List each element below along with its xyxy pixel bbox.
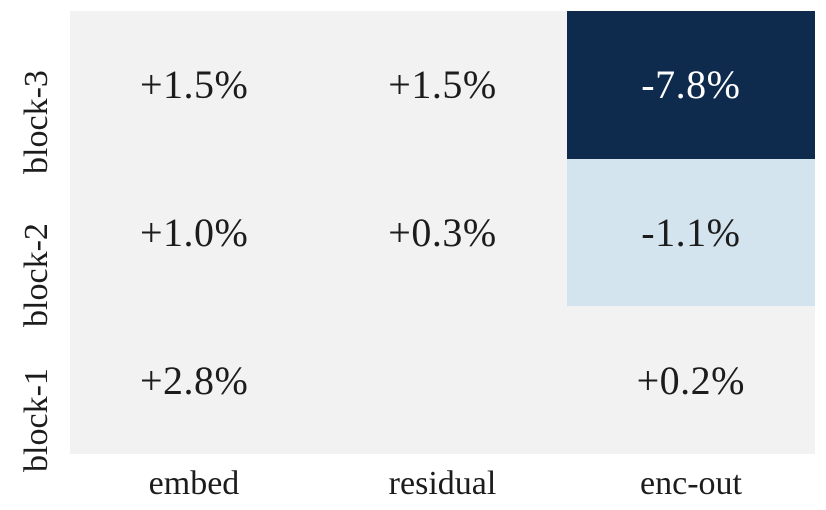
xtick-embed: embed <box>148 465 240 502</box>
heatmap-cell: +1.0% <box>70 158 319 307</box>
heatmap-cell: +2.8% <box>70 306 319 454</box>
heatmap-cell: +0.2% <box>566 306 815 454</box>
cell-value: +0.3% <box>388 209 497 255</box>
heatmap: +1.5% +1.5% -7.8% +1.0% +0.3% -1.1% +2.8… <box>70 11 815 454</box>
cell-value: -7.8% <box>641 62 741 108</box>
heatmap-cell: +0.3% <box>318 158 567 307</box>
cell-value: +1.5% <box>139 62 249 108</box>
heatmap-cell: -7.8% <box>566 11 815 159</box>
xtick-enc-out: enc-out <box>640 465 742 502</box>
cell-value: +0.2% <box>636 357 746 403</box>
xtick-residual: residual <box>388 465 497 502</box>
cell-value: -1.1% <box>641 209 741 255</box>
ytick-block-3: block-3 <box>18 70 55 174</box>
ytick-block-2: block-2 <box>18 223 55 327</box>
cell-value: +1.0% <box>139 209 249 255</box>
ytick-block-1: block-1 <box>18 368 55 472</box>
cell-value: +2.8% <box>139 357 249 403</box>
cell-value: +1.5% <box>388 62 497 108</box>
heatmap-cell: +1.5% <box>318 11 567 159</box>
heatmap-cell: +1.5% <box>70 11 319 159</box>
heatmap-cell <box>318 306 567 454</box>
heatmap-cell: -1.1% <box>566 158 815 307</box>
